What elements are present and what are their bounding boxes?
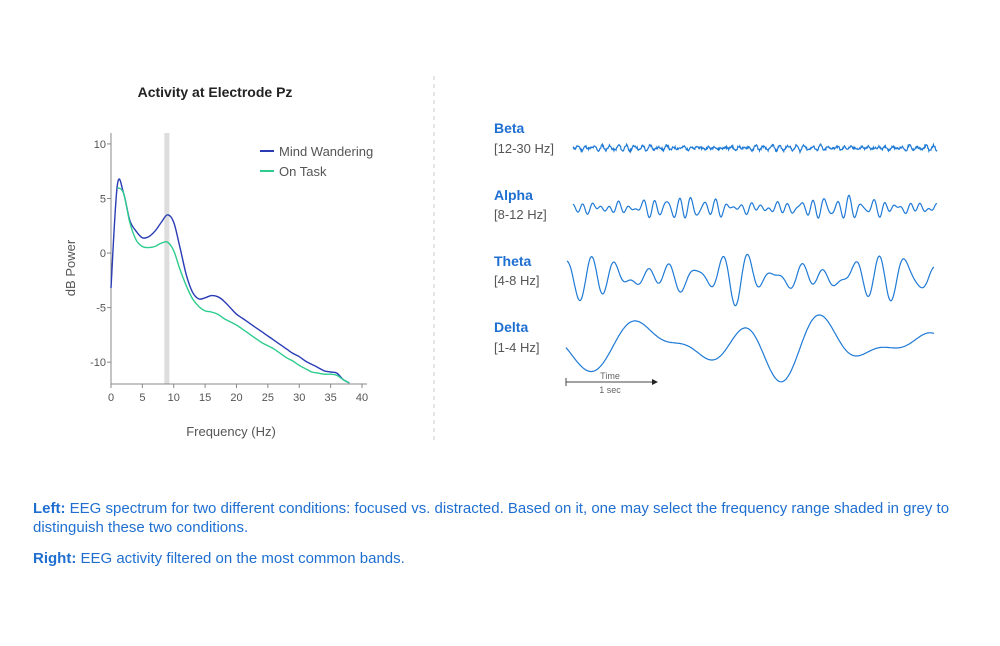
caption-right: Right: EEG activity filtered on the most… (33, 549, 963, 568)
caption-right-label: Right: (33, 550, 77, 567)
caption-left: Left: EEG spectrum for two different con… (33, 499, 963, 537)
band-range-theta: [4-8 Hz] (494, 273, 540, 288)
x-tick-label: 30 (293, 392, 305, 404)
wave-beta (572, 142, 938, 155)
time-label: Time (600, 371, 620, 381)
legend: Mind Wandering On Task (260, 144, 373, 179)
x-tick-label: 0 (108, 392, 114, 404)
x-tick-label: 10 (168, 392, 180, 404)
time-scale-label: 1 sec (599, 385, 621, 395)
caption-left-text: EEG spectrum for two different condition… (33, 500, 950, 536)
legend-label-on-task: On Task (279, 164, 327, 179)
band-name-alpha: Alpha (494, 187, 533, 203)
wave-delta (565, 314, 935, 383)
series-line-mind-wandering (110, 178, 350, 384)
band-range-beta: [12-30 Hz] (494, 141, 554, 156)
time-arrow-icon (652, 379, 658, 385)
y-tick-label: 5 (100, 193, 106, 205)
x-axis-label: Frequency (Hz) (186, 424, 276, 439)
wave-alpha (572, 194, 938, 219)
band-range-alpha: [8-12 Hz] (494, 207, 547, 222)
y-tick-label: 10 (94, 139, 106, 151)
band-range-delta: [1-4 Hz] (494, 340, 540, 355)
band-name-delta: Delta (494, 319, 528, 335)
y-tick-label: -10 (90, 357, 106, 369)
series-line-on-task (116, 186, 350, 384)
spectrum-title: Activity at Electrode Pz (138, 84, 293, 100)
wave-theta (566, 253, 935, 307)
x-tick-label: 25 (262, 392, 274, 404)
x-tick-label: 20 (230, 392, 242, 404)
y-axis-ticks: 10 5 0 -5 -10 (90, 139, 111, 369)
x-axis-ticks: 0 5 10 15 20 25 30 35 40 (108, 384, 368, 404)
y-axis-label: dB Power (63, 239, 78, 296)
x-tick-label: 40 (356, 392, 368, 404)
shaded-frequency-band (164, 133, 170, 384)
legend-label-mind-wandering: Mind Wandering (279, 144, 373, 159)
x-tick-label: 15 (199, 392, 211, 404)
band-name-beta: Beta (494, 120, 525, 136)
y-tick-label: 0 (100, 248, 106, 260)
x-tick-label: 5 (139, 392, 145, 404)
band-name-theta: Theta (494, 253, 532, 269)
y-tick-label: -5 (96, 303, 106, 315)
caption-right-text: EEG activity filtered on the most common… (76, 550, 405, 567)
caption-left-label: Left: (33, 500, 66, 517)
time-scale-bar: Time 1 sec (565, 371, 658, 395)
x-tick-label: 35 (325, 392, 337, 404)
